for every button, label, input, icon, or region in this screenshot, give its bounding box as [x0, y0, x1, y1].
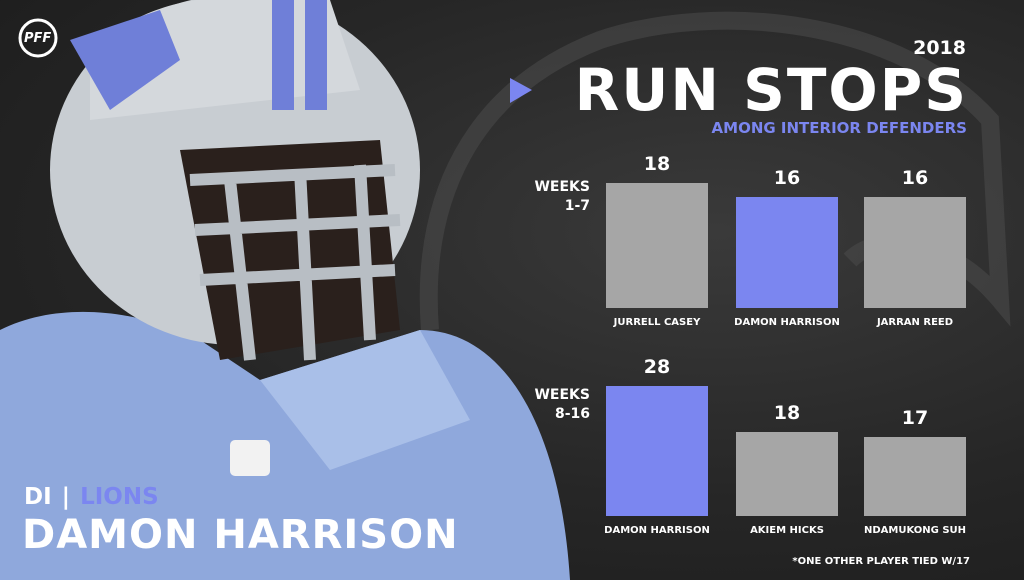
bar — [736, 432, 838, 516]
category-label: JARRAN REED — [876, 317, 954, 328]
team: LIONS — [80, 484, 159, 510]
player-name: DAMON HARRISON — [22, 512, 459, 558]
year: 2018 — [913, 37, 966, 59]
value-label: 18 — [773, 402, 801, 425]
chart-title: WEEKS 1-7 — [534, 179, 590, 214]
value-label: 17 — [901, 407, 929, 430]
category-label: DAMON HARRISON — [604, 525, 710, 536]
bar — [736, 196, 838, 308]
position: DI — [24, 484, 52, 510]
category-label: AKIEM HICKS — [750, 525, 824, 536]
value-label: 16 — [901, 166, 929, 189]
category-label: DAMON HARRISON — [734, 317, 840, 328]
category-label: JURRELL CASEY — [613, 317, 701, 328]
subtitle: AMONG INTERIOR DEFENDERS — [711, 119, 967, 137]
bar — [606, 183, 708, 308]
position-team: DI | LIONS — [24, 484, 159, 510]
category-label: NDAMUKONG SUH — [863, 525, 967, 536]
divider: | — [61, 484, 71, 510]
value-label: 16 — [773, 166, 801, 189]
value-label: 18 — [643, 153, 671, 175]
chart-title: WEEKS 8-16 — [534, 387, 590, 422]
value-label: 28 — [643, 356, 671, 378]
logo: PFF — [24, 31, 52, 46]
bar — [606, 386, 708, 516]
bar — [864, 437, 966, 516]
bar — [864, 196, 966, 308]
title: RUN STOPS — [574, 56, 968, 124]
footnote: *ONE OTHER PLAYER TIED W/17 — [792, 556, 970, 567]
